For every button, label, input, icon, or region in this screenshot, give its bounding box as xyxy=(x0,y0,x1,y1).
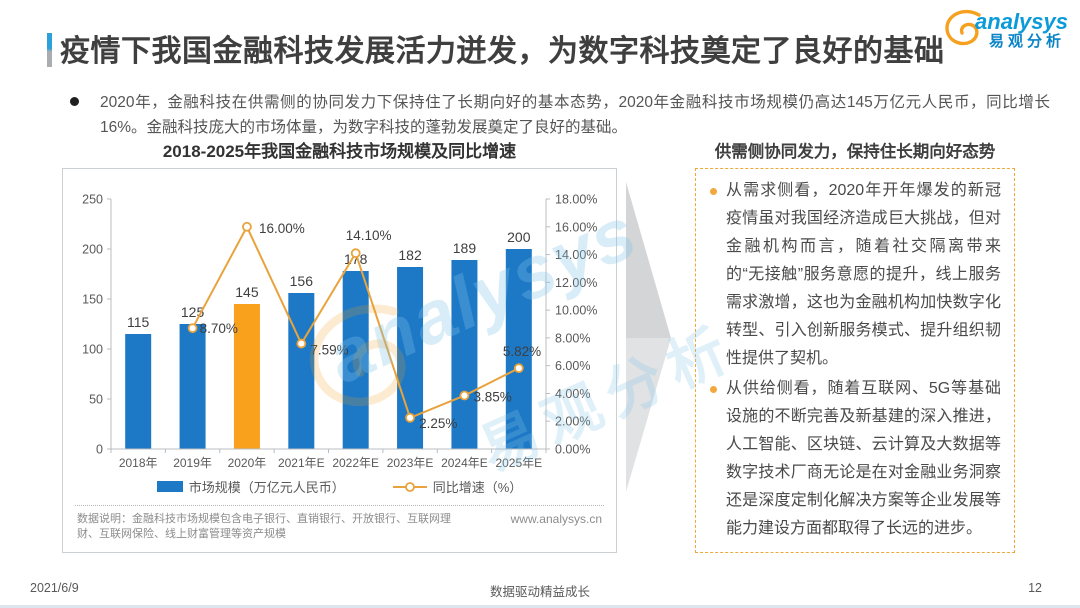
insight-item-supply: 从供给侧看，随着互联网、5G等基础设施的不断完善及新基建的深入推进，人工智能、区… xyxy=(709,375,1001,543)
svg-text:189: 189 xyxy=(453,240,477,256)
svg-text:145: 145 xyxy=(235,284,259,300)
intro-text: 2020年，金融科技在供需侧的协同发力下保持住了长期向好的基本态势，2020年金… xyxy=(100,94,1050,136)
legend-line-label: 同比增速（%） xyxy=(432,480,523,495)
svg-text:5.82%: 5.82% xyxy=(503,344,541,359)
svg-text:6.00%: 6.00% xyxy=(555,359,590,373)
footer-slogan: 数据驱动精益成长 xyxy=(489,585,590,599)
bottom-edge-strip xyxy=(0,605,1080,608)
analysys-logo: analysys 易观分析 xyxy=(939,8,1068,54)
legend-item-line: 同比增速（%） xyxy=(391,477,523,496)
svg-text:2023年E: 2023年E xyxy=(387,456,434,470)
logo-brand-text: analysys xyxy=(975,9,1068,34)
chart-panel: 115 125 145 156 178 182 189 200 0 50 100 150 200 250 0… xyxy=(62,168,617,553)
svg-text:200: 200 xyxy=(82,243,103,257)
source-note: 数据说明：金融科技市场规模包含电子银行、直销银行、开放银行、互联网理财、互联网保… xyxy=(77,513,451,540)
svg-text:2022年E: 2022年E xyxy=(332,456,379,470)
svg-text:14.00%: 14.00% xyxy=(555,248,597,262)
svg-text:4.00%: 4.00% xyxy=(555,387,590,401)
svg-text:0: 0 xyxy=(96,443,103,457)
legend-bar-label: 市场规模（万亿元人民币） xyxy=(188,480,345,495)
chart-section: 2018-2025年我国金融科技市场规模及同比增速 115 125 145 156 17… xyxy=(62,140,617,553)
svg-text:200: 200 xyxy=(507,229,531,245)
chart-legend: 市场规模（万亿元人民币） 同比增速（%） xyxy=(63,477,616,496)
svg-text:8.70%: 8.70% xyxy=(200,321,238,336)
chart-title: 2018-2025年我国金融科技市场规模及同比增速 xyxy=(162,142,517,161)
svg-text:18.00%: 18.00% xyxy=(555,193,597,207)
svg-text:2024年E: 2024年E xyxy=(441,456,488,470)
svg-text:16.00%: 16.00% xyxy=(259,221,305,236)
footer-date: 2021/6/9 xyxy=(30,581,79,595)
svg-text:2.00%: 2.00% xyxy=(555,415,590,429)
bar-legend-swatch-icon xyxy=(156,481,183,492)
divider-dotted-line xyxy=(75,505,604,506)
legend-item-bar: 市场规模（万亿元人民币） xyxy=(156,477,345,496)
svg-text:2019年: 2019年 xyxy=(173,456,212,470)
insight-panel-box: 从需求侧看，2020年开年爆发的新冠疫情虽对我国经济造成巨大挑战，但对金融机构而… xyxy=(695,168,1015,553)
analysys-swirl-icon xyxy=(945,9,981,46)
svg-text:150: 150 xyxy=(82,293,103,307)
svg-text:14.10%: 14.10% xyxy=(346,228,392,243)
transition-arrow-shape xyxy=(626,182,671,492)
bullet-dot-icon xyxy=(70,97,79,106)
page-title: 疫情下我国金融科技发展活力迸发，为数字科技奠定了良好的基础 xyxy=(60,35,945,68)
svg-text:12.00%: 12.00% xyxy=(555,276,597,290)
page-number: 12 xyxy=(1028,581,1042,595)
svg-text:156: 156 xyxy=(290,273,314,289)
panel-heading: 供需侧协同发力，保持住长期向好态势 xyxy=(714,143,996,161)
intro-bullet: 2020年，金融科技在供需侧的协同发力下保持住了长期向好的基本态势，2020年金… xyxy=(68,90,1050,140)
svg-text:0.00%: 0.00% xyxy=(555,443,590,457)
svg-text:16.00%: 16.00% xyxy=(555,220,597,234)
logo-brand-cn-text: 易观分析 xyxy=(989,33,1066,50)
svg-text:2020年: 2020年 xyxy=(228,456,267,470)
svg-text:182: 182 xyxy=(398,247,422,263)
svg-text:115: 115 xyxy=(127,314,150,330)
chart-footnotes: 数据说明：金融科技市场规模包含电子银行、直销银行、开放银行、互联网理财、互联网保… xyxy=(63,512,616,542)
line-legend-swatch-icon xyxy=(392,481,427,492)
svg-text:3.85%: 3.85% xyxy=(473,390,511,405)
svg-text:2.25%: 2.25% xyxy=(419,416,457,431)
svg-text:7.59%: 7.59% xyxy=(310,343,348,358)
svg-text:2018年: 2018年 xyxy=(119,456,158,470)
insight-list: 从需求侧看，2020年开年爆发的新冠疫情虽对我国经济造成巨大挑战，但对金融机构而… xyxy=(709,177,1001,543)
svg-text:50: 50 xyxy=(89,393,103,407)
svg-text:2021年E: 2021年E xyxy=(278,456,325,470)
insight-item-demand: 从需求侧看，2020年开年爆发的新冠疫情虽对我国经济造成巨大挑战，但对金融机构而… xyxy=(709,177,1001,373)
svg-text:2025年E: 2025年E xyxy=(495,456,542,470)
svg-text:10.00%: 10.00% xyxy=(555,304,597,318)
website-link[interactable]: www.analysys.cn xyxy=(510,512,602,526)
insight-panel: 供需侧协同发力，保持住长期向好态势 从需求侧看，2020年开年爆发的新冠疫情虽对… xyxy=(695,140,1015,553)
svg-text:250: 250 xyxy=(82,193,103,207)
svg-text:100: 100 xyxy=(82,343,103,357)
svg-text:8.00%: 8.00% xyxy=(555,331,590,345)
title-accent-bar xyxy=(47,33,52,67)
